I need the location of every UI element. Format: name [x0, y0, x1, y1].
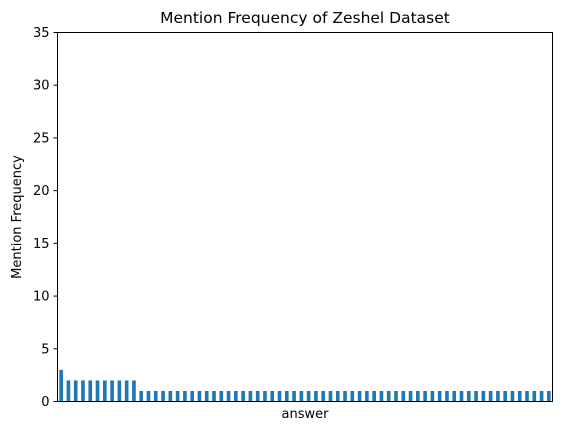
bar [488, 390, 493, 402]
y-tick-label: 0 [41, 395, 49, 410]
bar [139, 390, 144, 402]
bar [379, 390, 384, 402]
bar [394, 390, 398, 402]
bar [408, 390, 413, 402]
bar [197, 390, 202, 402]
bar [212, 390, 216, 402]
bar [277, 390, 282, 402]
bar [263, 390, 267, 402]
y-axis-label: Mention Frequency [10, 155, 25, 279]
bar [132, 380, 136, 402]
bar [466, 390, 471, 402]
bar [525, 390, 529, 402]
bar [306, 390, 311, 402]
bar [365, 390, 369, 402]
y-tick-label: 5 [41, 342, 49, 357]
bar [124, 380, 129, 402]
bar [459, 390, 464, 402]
bar [350, 390, 355, 402]
bar [321, 390, 326, 402]
bar [248, 390, 253, 402]
bar [452, 390, 457, 402]
bar [335, 390, 340, 402]
bar [503, 390, 508, 402]
bar [161, 390, 165, 402]
bar [219, 390, 224, 402]
bar [59, 369, 63, 402]
y-tick-label: 20 [33, 184, 50, 199]
bar [284, 390, 289, 402]
bar [204, 390, 209, 402]
bar [386, 390, 391, 402]
bar [234, 390, 238, 402]
bars-group [59, 369, 551, 402]
bar [423, 390, 427, 402]
y-tick-label: 35 [33, 26, 50, 41]
bar [73, 380, 78, 402]
bar [292, 390, 296, 402]
bar [226, 390, 231, 402]
bar [437, 390, 442, 402]
bar [510, 390, 515, 402]
bar [357, 390, 362, 402]
bar [270, 390, 275, 402]
bar [372, 390, 376, 402]
bar [146, 390, 151, 402]
bar [102, 380, 107, 402]
chart-title: Mention Frequency of Zeshel Dataset [160, 9, 450, 27]
bar [153, 390, 158, 402]
bar [481, 390, 486, 402]
bar [532, 390, 537, 402]
y-tick-label: 10 [33, 290, 50, 305]
bar [539, 390, 544, 402]
bar [175, 390, 180, 402]
bar [416, 390, 420, 402]
bar [190, 390, 194, 402]
bar [66, 380, 71, 402]
bar [343, 390, 347, 402]
bar [517, 390, 522, 402]
bar [110, 380, 114, 402]
plot-frame [57, 32, 553, 402]
bar [255, 390, 260, 402]
bar [183, 390, 187, 402]
bar [299, 390, 304, 402]
x-axis-label: answer [282, 407, 330, 422]
bar [88, 380, 93, 402]
bar [401, 390, 406, 402]
bar [241, 390, 245, 402]
y-tick-label: 15 [33, 237, 50, 252]
bar [474, 390, 478, 402]
bar [430, 390, 435, 402]
bar [547, 390, 551, 402]
bar [81, 380, 85, 402]
y-tick-label: 30 [33, 79, 50, 94]
y-tick-label: 25 [33, 131, 50, 146]
y-axis-ticks: 0 5 10 15 20 25 30 35 [33, 26, 58, 410]
bar [95, 380, 100, 402]
bar [328, 390, 333, 402]
bar [314, 390, 318, 402]
bar [117, 380, 122, 402]
bar [445, 390, 449, 402]
bar [168, 390, 173, 402]
bar [496, 390, 500, 402]
